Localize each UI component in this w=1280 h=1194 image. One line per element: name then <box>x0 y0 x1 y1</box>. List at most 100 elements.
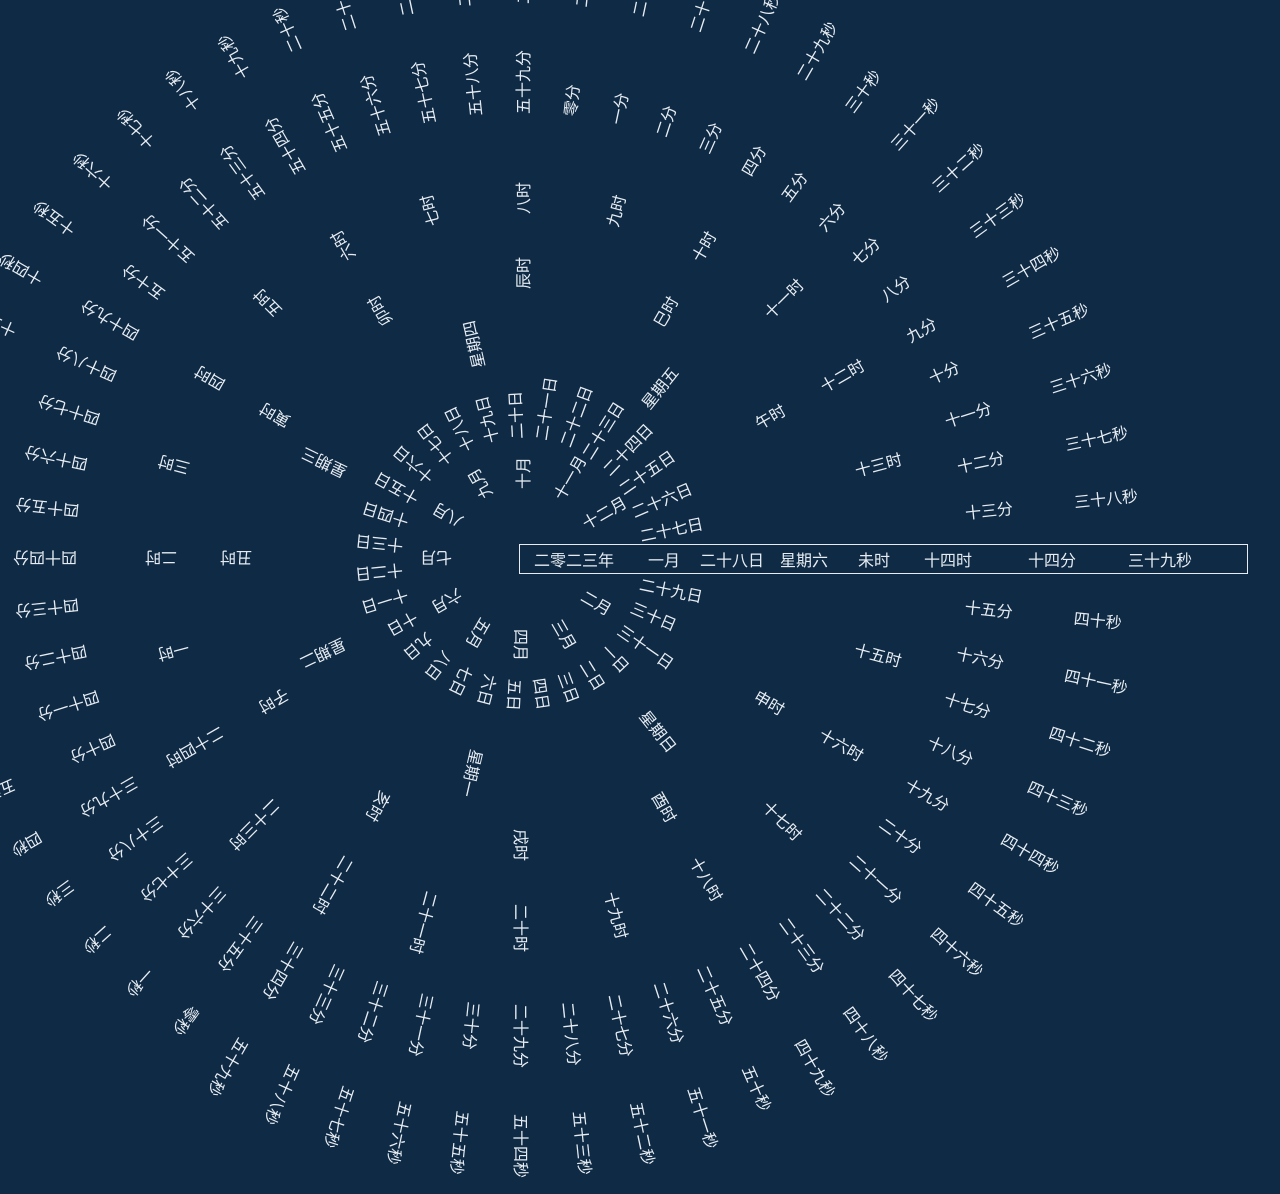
month-ring-item: 八月 <box>430 501 466 531</box>
hour-ring-item: 二十三时 <box>227 797 284 854</box>
second-ring-item: 三十七秒 <box>1063 422 1129 451</box>
second-ring-item: 二十二秒 <box>385 0 414 18</box>
minute-ring-item: 四分 <box>738 142 768 178</box>
minute-ring-item: 二十八分 <box>561 1001 584 1066</box>
hour-ring-item: 十二时 <box>817 356 867 394</box>
minute-ring-item: 三十九分 <box>77 775 140 821</box>
hour-ring-item: 七时 <box>417 193 441 228</box>
second-ring-item: 十五秒 <box>29 198 77 239</box>
hour-ring-item: 二十时 <box>514 904 530 952</box>
second-ring-item: 四十五秒 <box>966 879 1027 930</box>
second-ring-item: 五十八秒 <box>263 1063 304 1128</box>
minute-ring-item: 二十二分 <box>814 884 869 942</box>
second-ring-item: 四秒 <box>10 830 46 860</box>
minute-ring-item: 十一分 <box>943 399 994 429</box>
shichen-ring-item: 午时 <box>752 401 788 431</box>
minute-ring-item: 一分 <box>607 91 629 126</box>
minute-ring-item: 三十七分 <box>138 851 196 906</box>
minute-ring-item: 五十四分 <box>261 114 307 177</box>
shichen-ring-item: 酉时 <box>650 789 680 825</box>
day-ring-item: 十二日 <box>354 563 403 584</box>
hour-ring-item: 二十二时 <box>311 854 357 917</box>
minute-ring-item: 二十七分 <box>607 993 636 1059</box>
minute-ring-item: 二十五分 <box>696 962 737 1027</box>
minute-ring-item: 五分 <box>777 168 809 203</box>
hour-ring-item: 九时 <box>604 193 628 228</box>
hour-ring-item: 五时 <box>250 287 284 321</box>
hour-ring-item: 十八时 <box>688 854 726 904</box>
minute-ring-item: 十分 <box>925 358 961 386</box>
second-ring-item: 三十八秒 <box>1073 486 1138 509</box>
second-ring-item: 五十四秒 <box>514 1114 530 1178</box>
minute-ring-item: 九分 <box>903 314 939 344</box>
minute-ring-item: 四十七分 <box>35 394 101 429</box>
second-ring-item: 四十一秒 <box>1063 667 1129 696</box>
minute-ring-item: 四十三分 <box>15 598 80 621</box>
current-shichen: 未时 <box>858 551 890 567</box>
month-ring-item: 四月 <box>514 629 530 661</box>
minute-ring-item: 十九分 <box>903 775 953 813</box>
minute-ring-item: 三十分 <box>463 1001 484 1050</box>
month-ring-item: 二月 <box>579 587 615 617</box>
minute-ring-item: 八分 <box>877 272 912 304</box>
current-weekday: 星期六 <box>780 551 828 567</box>
shichen-ring-item: 辰时 <box>514 257 530 289</box>
minute-ring-item: 十六分 <box>956 644 1006 670</box>
month-ring-item: 五月 <box>464 616 494 652</box>
minute-ring-item: 三十一分 <box>408 993 437 1059</box>
second-ring-item: 五十秒 <box>740 1063 774 1113</box>
minute-ring-item: 二十三分 <box>777 914 828 975</box>
minute-ring-item: 五十九分 <box>514 50 530 114</box>
minute-ring-item: 二十九分 <box>514 1004 530 1068</box>
shichen-ring-item: 卯时 <box>364 293 394 329</box>
day-ring-item: 十三日 <box>354 534 403 555</box>
second-ring-item: 十四秒 <box>0 251 45 289</box>
second-ring-item: 三十五秒 <box>1026 300 1091 341</box>
second-ring-item: 三秒 <box>42 879 77 911</box>
day-ring-item: 十九日 <box>472 394 500 444</box>
minute-ring-item: 五十六分 <box>357 72 392 138</box>
second-ring-item: 二十三秒 <box>449 0 472 8</box>
second-ring-item: 十八秒 <box>161 66 202 114</box>
second-ring-item: 二十九秒 <box>793 19 839 82</box>
hour-ring-item: 十五时 <box>853 641 904 669</box>
second-ring-item: 五十一秒 <box>686 1084 721 1150</box>
day-ring-item: 二十七日 <box>638 514 704 543</box>
second-ring-item: 三十三秒 <box>966 189 1027 240</box>
month-ring-item: 七月 <box>420 551 452 567</box>
month-ring-item: 十二月 <box>579 493 629 531</box>
second-ring-item: 二十一秒 <box>323 0 358 34</box>
second-ring-item: 四十八秒 <box>842 1003 893 1064</box>
second-ring-item: 二十六秒 <box>630 0 659 18</box>
minute-ring-item: 四十二分 <box>22 644 88 673</box>
second-ring-item: 三十二秒 <box>929 139 987 194</box>
hour-ring-item: 二十一时 <box>408 890 440 956</box>
weekday-ring-item: 星期三 <box>299 446 349 481</box>
minute-ring-item: 十二分 <box>956 449 1006 475</box>
hour-ring-item: 四时 <box>191 364 227 394</box>
minute-ring-item: 三十五分 <box>216 914 267 975</box>
second-ring-item: 五十三秒 <box>572 1110 595 1175</box>
hour-ring-item: 十九时 <box>604 890 632 941</box>
second-ring-item: 四十九秒 <box>793 1036 839 1099</box>
minute-ring-item: 二十四分 <box>738 940 784 1003</box>
minute-ring-item: 二分 <box>652 103 677 138</box>
shichen-ring-item: 子时 <box>256 687 292 717</box>
second-ring-item: 五十五秒 <box>449 1110 472 1175</box>
hour-ring-item: 三时 <box>156 454 191 478</box>
second-ring-item: 二十八秒 <box>740 0 781 55</box>
second-ring-item: 二十秒 <box>269 5 303 55</box>
second-ring-item: 三十秒 <box>842 66 883 114</box>
day-ring-item: 六日 <box>476 673 500 708</box>
minute-ring-item: 四十八分 <box>54 345 119 386</box>
minute-ring-item: 四十一分 <box>35 689 101 724</box>
month-ring-item: 十月 <box>514 457 530 489</box>
hour-ring-item: 十六时 <box>817 725 867 763</box>
second-ring-item: 四十二秒 <box>1047 723 1113 758</box>
day-ring-item: 二十一日 <box>532 376 558 442</box>
month-ring-item: 十一月 <box>550 453 588 503</box>
rotary-clock-diagram: 二月三月四月五月六月七月八月九月十月十一月十二月一日二日三日四日五日六日七日八日… <box>0 0 1280 1194</box>
minute-ring-item: 三十六分 <box>175 884 230 942</box>
weekday-ring-item: 星期四 <box>460 319 486 369</box>
minute-ring-item: 五十八分 <box>461 52 484 117</box>
